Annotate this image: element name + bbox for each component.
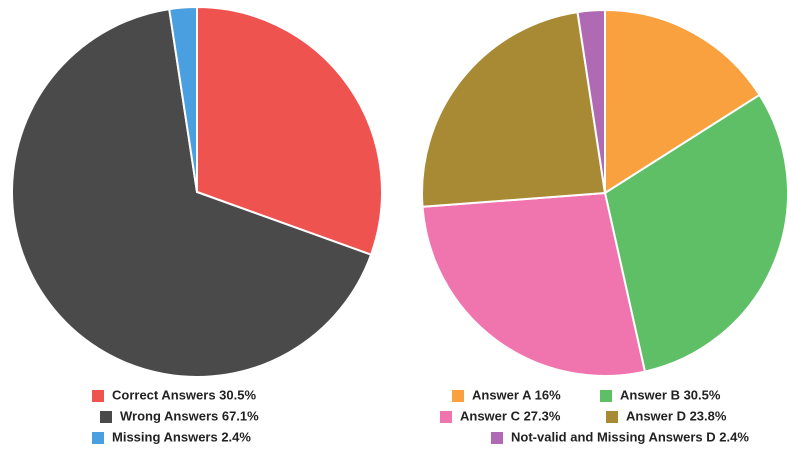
legend-label: Answer B 30.5%: [620, 387, 721, 402]
legend-label: Correct Answers 30.5%: [112, 387, 256, 402]
legend-swatch: [440, 411, 452, 423]
pie-slice: [576, 8, 606, 194]
pie-slice: [11, 7, 373, 378]
legend-swatch: [491, 432, 503, 444]
legend-swatch: [92, 390, 104, 402]
pie-slice: [196, 5, 383, 256]
legend-swatch: [100, 411, 112, 423]
legend-label: Not-valid and Missing Answers D 2.4%: [511, 429, 749, 444]
legend-label: Answer A 16%: [472, 387, 561, 402]
pie-slice: [421, 10, 607, 208]
legend-label: Missing Answers 2.4%: [112, 429, 251, 444]
legend-label: Answer D 23.8%: [626, 408, 727, 423]
legend-swatch: [452, 390, 464, 402]
legend-swatch: [92, 432, 104, 444]
legend-swatch: [606, 411, 618, 423]
pie-slice: [604, 8, 761, 195]
pie-slice: [168, 5, 198, 193]
legend-swatch: [600, 390, 612, 402]
legend-label: Answer C 27.3%: [460, 408, 561, 423]
legend-label: Wrong Answers 67.1%: [120, 408, 259, 423]
pie-slice: [421, 191, 647, 377]
pie-slice: [603, 93, 787, 373]
